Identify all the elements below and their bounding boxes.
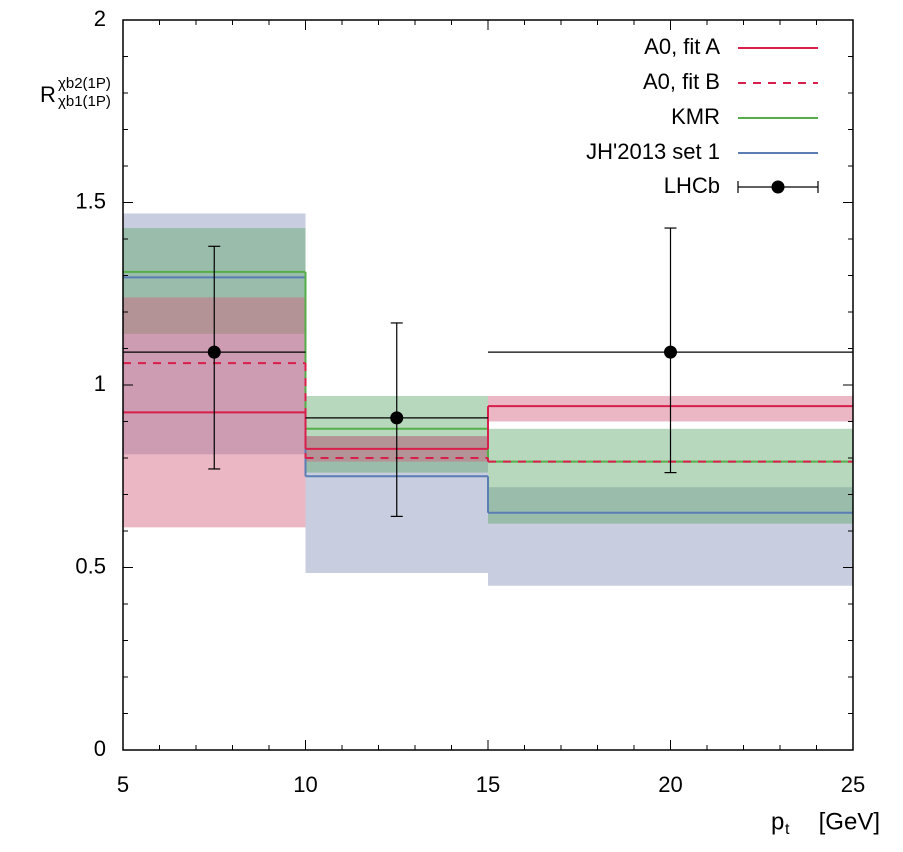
legend-label: KMR bbox=[671, 104, 720, 129]
data-point bbox=[664, 345, 677, 359]
x-tick-label: 25 bbox=[841, 772, 865, 797]
y-axis-label-sub: χb1(1P) bbox=[58, 93, 111, 110]
legend-label: LHCb bbox=[664, 173, 720, 198]
y-tick-label: 0 bbox=[94, 736, 106, 761]
legend-label: A0, fit B bbox=[643, 69, 720, 94]
x-axis-label-unit: [GeV] bbox=[819, 808, 880, 835]
x-tick-label: 15 bbox=[476, 772, 500, 797]
lines bbox=[123, 227, 853, 518]
y-axis-label: R bbox=[40, 82, 56, 107]
x-axis-label: p bbox=[771, 808, 784, 835]
legend-swatch bbox=[771, 180, 785, 194]
x-axis-label-sub: t bbox=[785, 821, 790, 838]
legend-label: JH'2013 set 1 bbox=[586, 139, 720, 164]
bands bbox=[123, 213, 853, 586]
x-tick-label: 10 bbox=[293, 772, 317, 797]
error-band bbox=[488, 487, 853, 586]
y-tick-label: 2 bbox=[94, 6, 106, 31]
y-tick-label: 0.5 bbox=[75, 553, 106, 578]
data-point bbox=[390, 411, 404, 425]
y-axis-label-sup: χb2(1P) bbox=[58, 75, 111, 92]
legend-label: A0, fit A bbox=[644, 34, 720, 59]
x-tick-label: 20 bbox=[658, 772, 682, 797]
data-point bbox=[207, 345, 221, 359]
y-tick-label: 1 bbox=[94, 371, 106, 396]
x-tick-label: 5 bbox=[117, 772, 129, 797]
y-tick-label: 1.5 bbox=[75, 188, 106, 213]
